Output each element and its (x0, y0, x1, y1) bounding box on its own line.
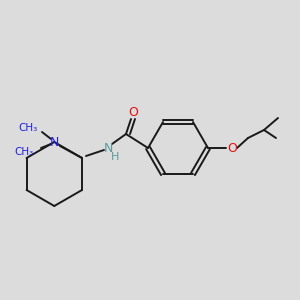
Text: H: H (111, 152, 119, 162)
Text: N: N (49, 136, 59, 148)
Text: CH₃: CH₃ (19, 123, 38, 133)
Text: N: N (103, 142, 113, 154)
Text: CH₃: CH₃ (15, 147, 34, 157)
Text: O: O (227, 142, 237, 154)
Text: O: O (128, 106, 138, 119)
